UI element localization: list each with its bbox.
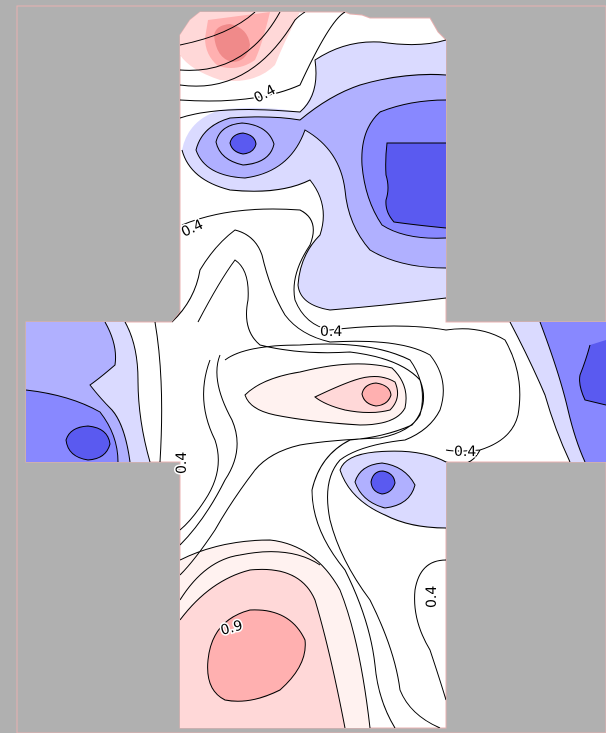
contour-label: 0.4 — [424, 586, 440, 608]
isoline — [179, 354, 238, 546]
isoline — [414, 559, 447, 701]
contour-region-red-top-3 — [214, 24, 250, 62]
isoline — [179, 12, 256, 46]
isoline — [539, 321, 586, 463]
isoline — [370, 470, 396, 495]
isoline — [197, 259, 425, 728]
isoline — [179, 39, 447, 119]
isoline — [124, 321, 151, 463]
contour-lines — [26, 12, 606, 728]
isoline — [179, 12, 306, 87]
isoline — [361, 382, 392, 407]
isoline — [314, 376, 399, 413]
isoline — [385, 142, 447, 229]
isoline — [339, 469, 447, 529]
isoline — [361, 99, 447, 239]
contour-region-blue-left-4 — [66, 426, 110, 460]
isoline — [509, 321, 571, 463]
isoline — [579, 344, 606, 406]
isoline — [171, 229, 444, 728]
isoline — [207, 609, 306, 702]
outer-frame — [16, 5, 606, 733]
isoline — [215, 122, 275, 166]
isoline — [179, 359, 219, 531]
isoline — [179, 551, 321, 601]
contour-region-red-bottom-3 — [207, 609, 306, 702]
contour-label: 0.4 — [174, 452, 190, 474]
isoline — [179, 12, 281, 71]
isoline — [195, 73, 447, 269]
contour-region-blue-ring-2 — [230, 133, 256, 154]
isoline — [181, 208, 521, 452]
isoline — [154, 321, 163, 463]
contour-region-blue-lower-3 — [371, 471, 395, 494]
isoline — [179, 343, 423, 576]
isoline — [229, 132, 257, 155]
isoline — [89, 321, 131, 463]
isoline — [244, 363, 407, 426]
isoline — [179, 12, 346, 102]
isoline — [179, 539, 371, 728]
isoline — [26, 389, 119, 463]
isoline — [339, 450, 447, 471]
contour-region-red-center-3 — [362, 383, 391, 406]
isoline — [354, 462, 416, 509]
contour-label: 0.4 — [454, 444, 476, 460]
contour-region-blue-right-3 — [579, 340, 606, 405]
isoline — [179, 568, 346, 728]
isoline — [181, 149, 447, 311]
contour-label: 0.4 — [320, 324, 342, 340]
contour-region-blue-upper-4 — [385, 143, 446, 228]
isoline — [65, 425, 111, 461]
